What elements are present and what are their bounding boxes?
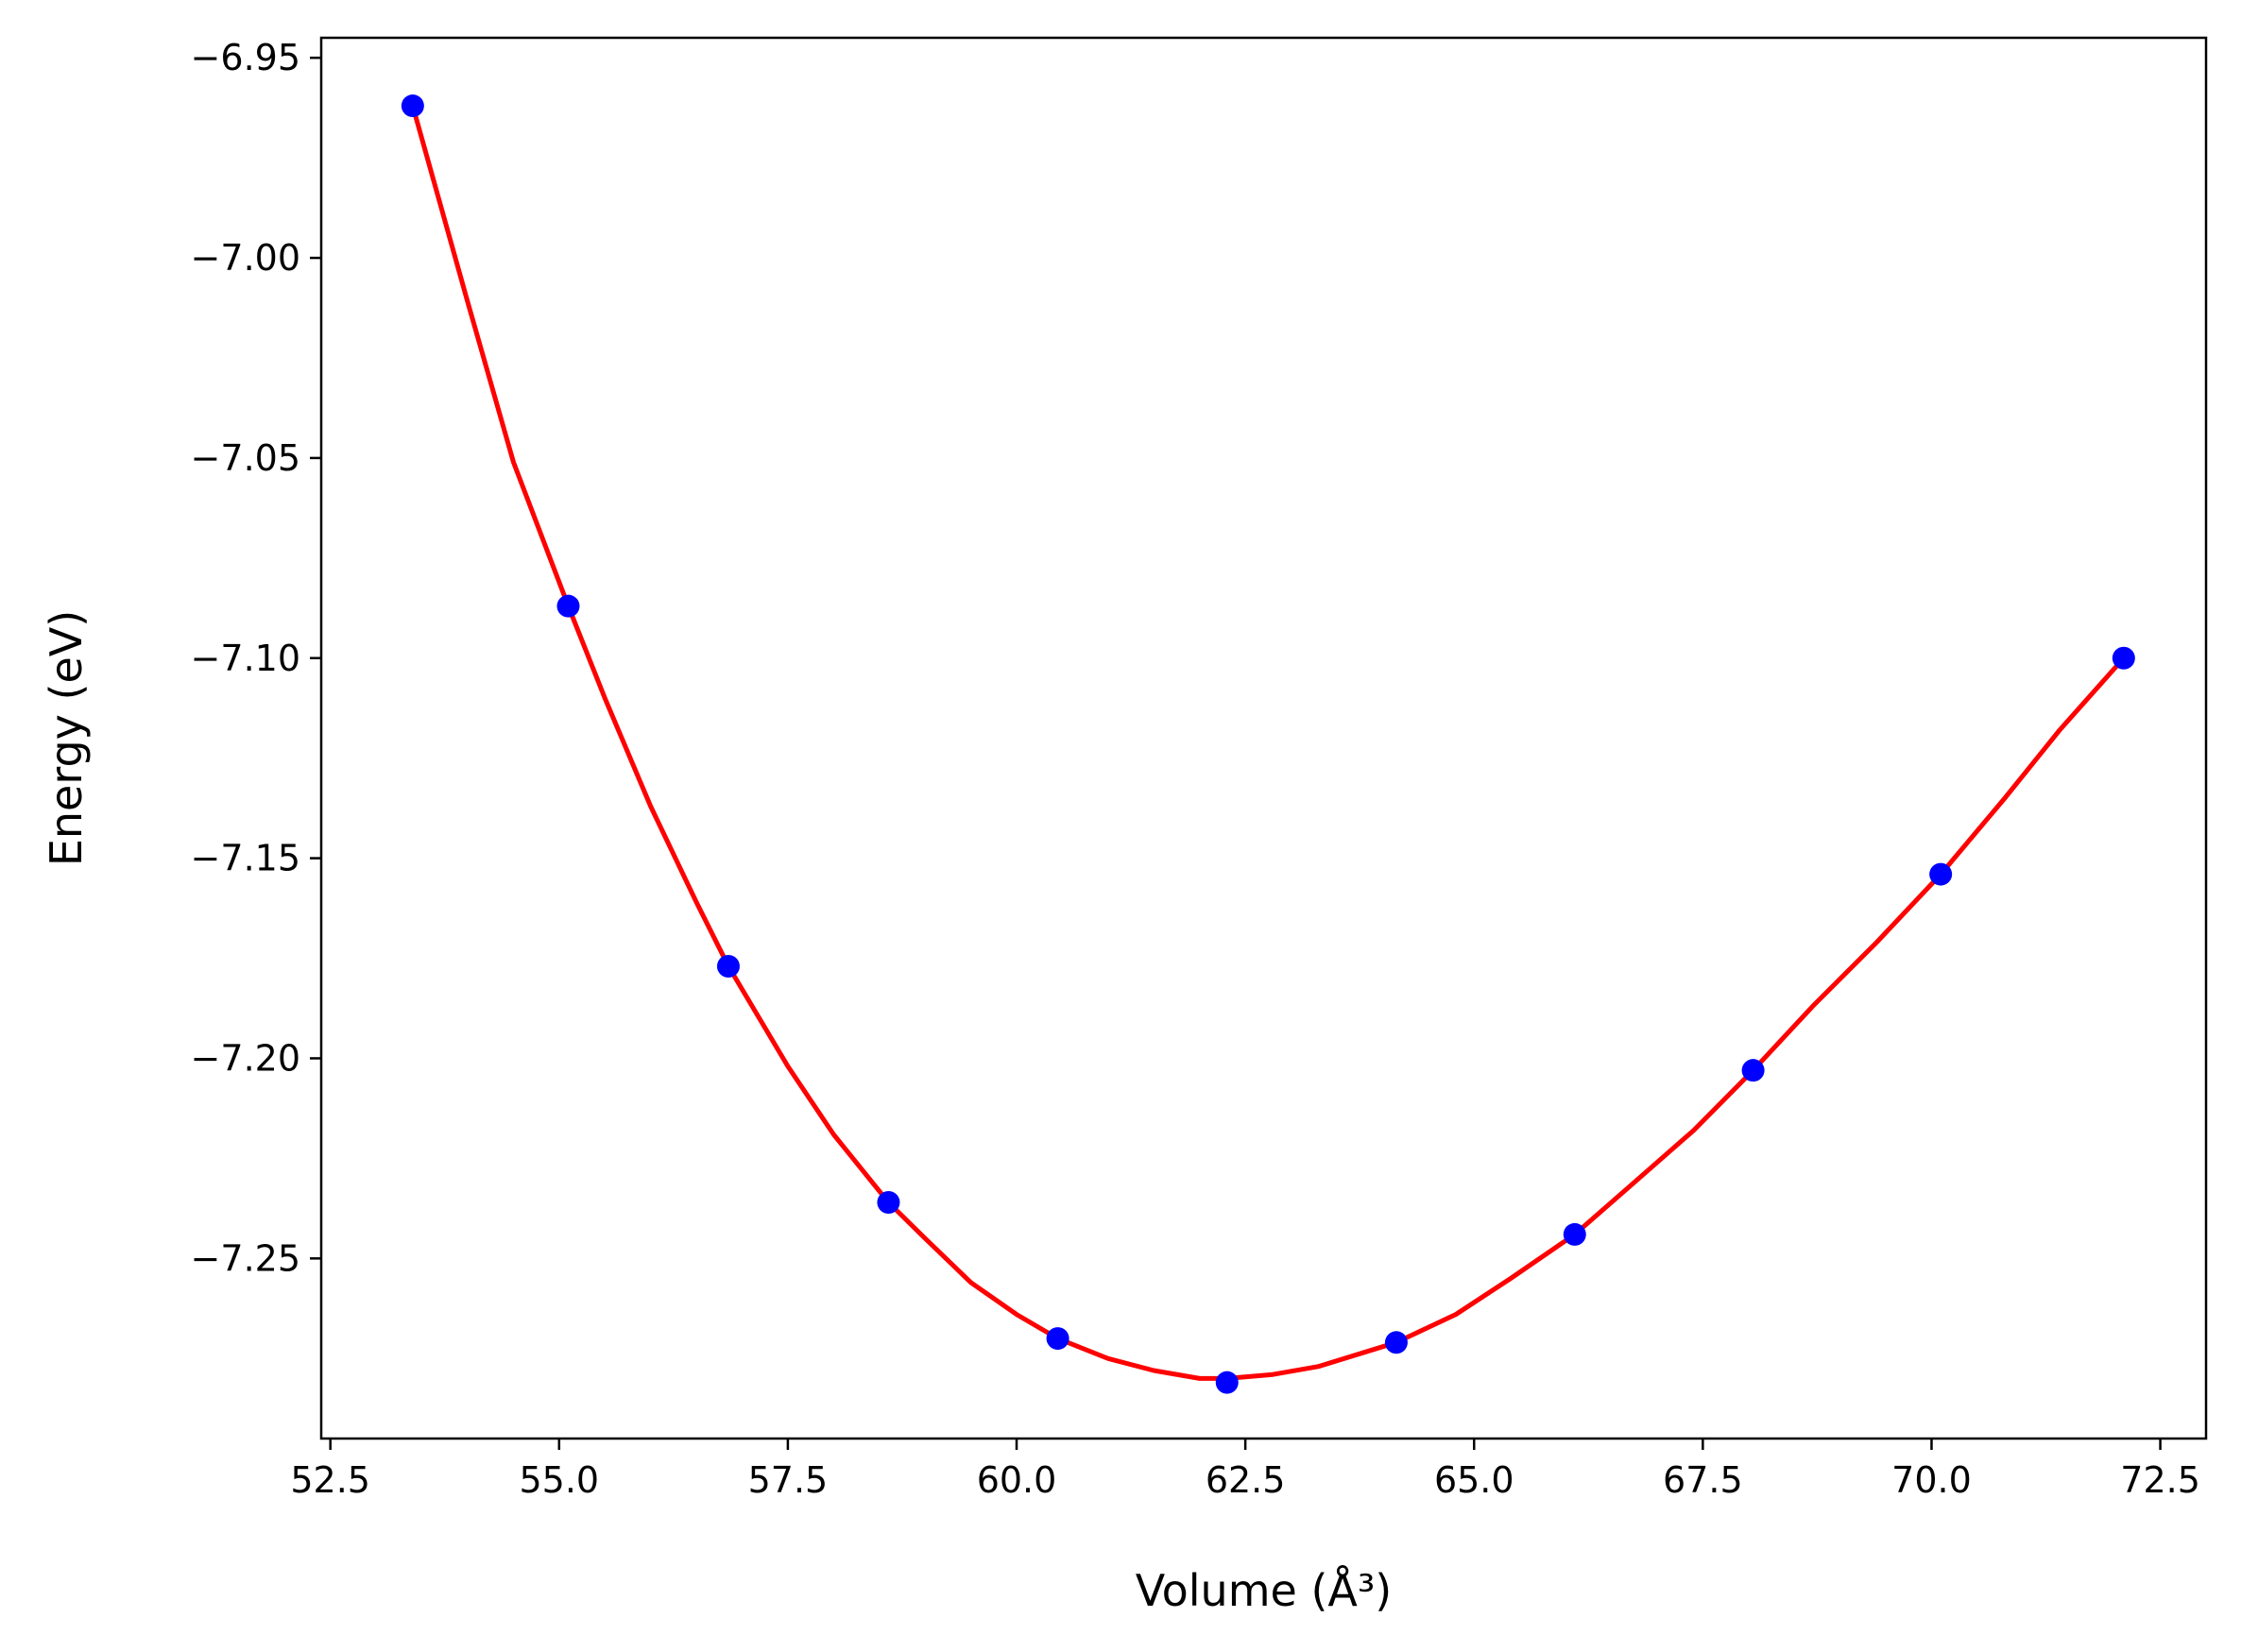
data-point (1741, 1059, 1765, 1082)
x-tick-label: 67.5 (1663, 1459, 1743, 1501)
x-tick-label: 70.0 (1891, 1459, 1972, 1501)
fit-curve-line (410, 105, 2126, 1381)
data-point (877, 1191, 900, 1215)
x-axis-label: Volume (Å³) (1136, 1565, 1393, 1616)
x-tick-label: 62.5 (1206, 1459, 1286, 1501)
y-axis-label: Energy (eV) (41, 610, 92, 866)
fit-curve-layer (410, 105, 2126, 1381)
x-tick-label: 57.5 (748, 1459, 829, 1501)
y-tick-label: −7.20 (191, 1037, 300, 1079)
y-tick-label: −7.00 (191, 237, 300, 279)
data-point (1384, 1331, 1408, 1354)
y-tick-label: −7.15 (191, 838, 300, 879)
y-axis-ticks: −6.95 −7.00 −7.05 −7.10 −7.15 −7.20 −7.25 (191, 37, 321, 1279)
data-point (1563, 1222, 1586, 1246)
plot-frame (319, 36, 2208, 1440)
x-tick-label: 55.0 (519, 1459, 599, 1501)
data-point (401, 94, 424, 118)
x-tick-label: 52.5 (290, 1459, 370, 1501)
y-tick-label: −7.10 (191, 638, 300, 679)
x-axis-ticks: 52.5 55.0 57.5 60.0 62.5 65.0 67.5 70.0 72.5 (290, 1439, 2200, 1501)
x-tick-label: 60.0 (977, 1459, 1057, 1501)
y-tick-label: −7.05 (191, 437, 300, 479)
y-tick-label: −7.25 (191, 1237, 300, 1279)
data-point (556, 594, 580, 618)
data-points-layer (401, 94, 2135, 1394)
x-tick-label: 65.0 (1434, 1459, 1514, 1501)
data-point (716, 955, 740, 979)
data-point (1215, 1371, 1239, 1394)
x-tick-label: 72.5 (2120, 1459, 2200, 1501)
y-tick-label: −6.95 (191, 37, 300, 78)
data-point (1929, 862, 1953, 886)
data-point (2112, 646, 2135, 670)
data-point (1046, 1327, 1069, 1351)
